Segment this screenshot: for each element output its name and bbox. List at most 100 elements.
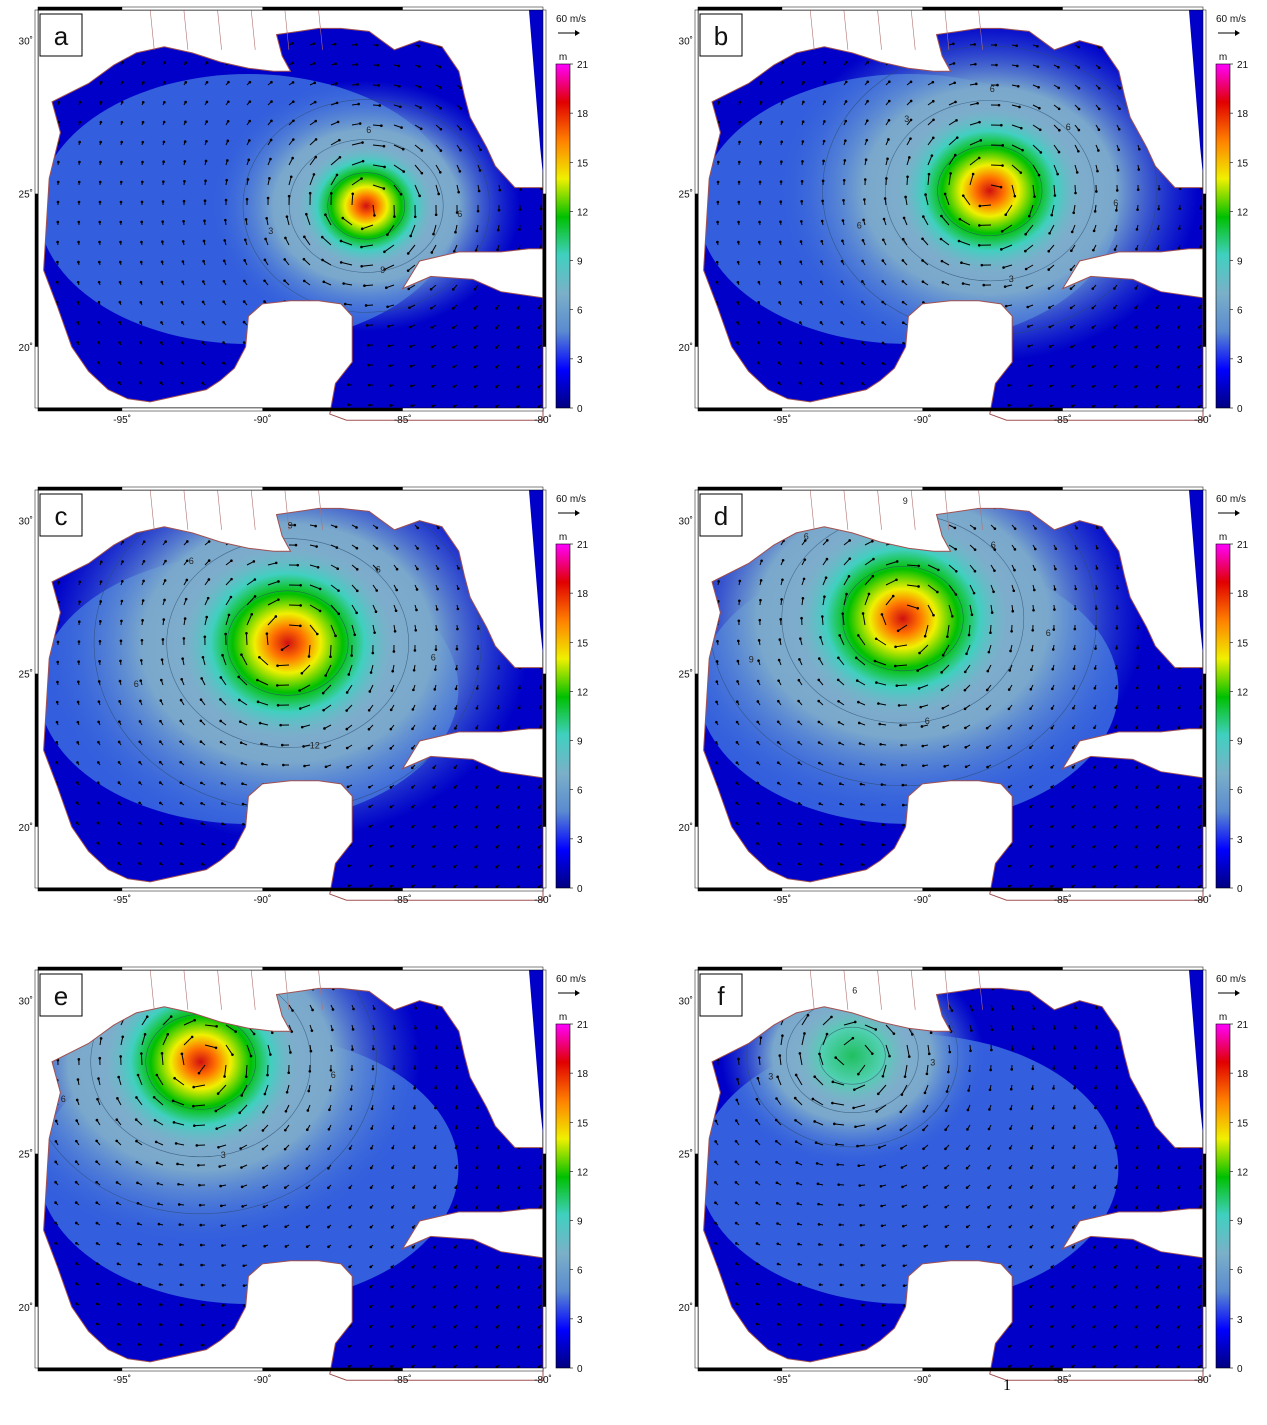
y-tick-label: 30˚ xyxy=(679,996,693,1008)
y-tick-label: 30˚ xyxy=(679,516,693,528)
colorbar-tick-label: 9 xyxy=(1237,257,1243,268)
vector-scale-label: 60 m/s xyxy=(1216,14,1246,25)
x-tick-label: -85˚ xyxy=(1054,894,1072,906)
colorbar xyxy=(556,64,570,408)
y-tick-label: 20˚ xyxy=(679,822,693,834)
colorbar xyxy=(1216,544,1230,888)
colorbar-tick-label: 3 xyxy=(1237,1315,1243,1326)
x-tick-label: -95˚ xyxy=(113,414,131,426)
colorbar-tick-label: 3 xyxy=(1237,355,1243,366)
y-tick-label: 20˚ xyxy=(679,1302,693,1314)
contour-label: 6 xyxy=(134,679,139,689)
y-tick-label: 25˚ xyxy=(19,189,33,201)
x-tick-label: -90˚ xyxy=(914,894,932,906)
y-tick-label: 30˚ xyxy=(679,36,693,48)
y-tick-label: 20˚ xyxy=(679,342,693,354)
colorbar-tick-label: 6 xyxy=(577,306,583,317)
colorbar-tick-label: 21 xyxy=(1237,1020,1249,1031)
colorbar-tick-label: 0 xyxy=(577,884,583,895)
x-tick-label: -95˚ xyxy=(773,894,791,906)
colorbar-unit: m xyxy=(559,1012,567,1023)
colorbar-tick-label: 9 xyxy=(577,1217,583,1228)
colorbar-tick-label: 15 xyxy=(577,1118,589,1129)
contour-label: 3 xyxy=(930,1057,935,1067)
x-tick-label: -85˚ xyxy=(1054,1374,1072,1386)
x-tick-label: -85˚ xyxy=(1054,414,1072,426)
colorbar-tick-label: 15 xyxy=(1237,638,1249,649)
colorbar-tick-label: 9 xyxy=(577,737,583,748)
x-tick-label: -85˚ xyxy=(394,414,412,426)
contour-label: 3 xyxy=(768,1072,773,1082)
contour-label: 6 xyxy=(331,1070,336,1080)
contour-label: 3 xyxy=(904,114,909,124)
colorbar-tick-label: 15 xyxy=(1237,1118,1249,1129)
x-tick-label: -85˚ xyxy=(394,1374,412,1386)
contour-label: 6 xyxy=(61,1094,66,1104)
colorbar-tick-label: 18 xyxy=(577,109,589,120)
colorbar-tick-label: 18 xyxy=(1237,109,1249,120)
colorbar-tick-label: 3 xyxy=(577,835,583,846)
colorbar-tick-label: 0 xyxy=(1237,884,1243,895)
colorbar-tick-label: 6 xyxy=(1237,306,1243,317)
panel-letter-a: a xyxy=(54,21,69,51)
panel-letter-e: e xyxy=(54,981,68,1011)
panel-e: e9663-95˚-90˚-85˚-80˚30˚25˚20˚60 m/sm211… xyxy=(0,960,633,1425)
colorbar-tick-label: 21 xyxy=(577,540,589,551)
colorbar-tick-label: 15 xyxy=(577,158,589,169)
vector-scale-label: 60 m/s xyxy=(556,14,586,25)
vector-scale-label: 60 m/s xyxy=(556,494,586,505)
colorbar-tick-label: 12 xyxy=(577,687,589,698)
panel-letter-d: d xyxy=(714,501,728,531)
contour-label: 6 xyxy=(1113,198,1118,208)
map-svg-e: e9663-95˚-90˚-85˚-80˚30˚25˚20˚60 m/sm211… xyxy=(0,960,633,1425)
y-tick-label: 20˚ xyxy=(19,1302,33,1314)
contour-label: 6 xyxy=(189,556,194,566)
colorbar-tick-label: 21 xyxy=(1237,60,1249,71)
colorbar-tick-label: 12 xyxy=(577,207,589,218)
colorbar-tick-label: 9 xyxy=(577,257,583,268)
colorbar-tick-label: 3 xyxy=(577,355,583,366)
vector-scale-label: 60 m/s xyxy=(1216,494,1246,505)
contour-label: 6 xyxy=(1066,122,1071,132)
colorbar-tick-label: 0 xyxy=(1237,1364,1243,1375)
y-tick-label: 20˚ xyxy=(19,342,33,354)
x-tick-label: -80˚ xyxy=(534,414,552,426)
x-tick-label: -90˚ xyxy=(914,1374,932,1386)
colorbar-tick-label: 21 xyxy=(577,1020,589,1031)
y-tick-label: 25˚ xyxy=(679,189,693,201)
y-tick-label: 30˚ xyxy=(19,36,33,48)
colorbar-tick-label: 18 xyxy=(577,1069,589,1080)
contour-label: 3 xyxy=(221,1150,226,1160)
colorbar-tick-label: 3 xyxy=(1237,835,1243,846)
y-tick-label: 25˚ xyxy=(679,1149,693,1161)
vector-scale-label: 60 m/s xyxy=(556,974,586,985)
colorbar-tick-label: 12 xyxy=(1237,207,1249,218)
colorbar-tick-label: 15 xyxy=(577,638,589,649)
colorbar-tick-label: 15 xyxy=(1237,158,1249,169)
colorbar-tick-label: 3 xyxy=(577,1315,583,1326)
x-tick-label: -95˚ xyxy=(773,414,791,426)
colorbar-tick-label: 21 xyxy=(1237,540,1249,551)
contour-label: 9 xyxy=(380,265,385,275)
contour-label: 3 xyxy=(1009,274,1014,284)
contour-label: 6 xyxy=(431,653,436,663)
contour-label: 9 xyxy=(903,496,908,506)
colorbar-tick-label: 9 xyxy=(1237,1217,1243,1228)
colorbar-tick-label: 6 xyxy=(577,1266,583,1277)
colorbar-tick-label: 18 xyxy=(577,589,589,600)
colorbar-tick-label: 0 xyxy=(577,1364,583,1375)
colorbar-unit: m xyxy=(559,52,567,63)
y-tick-label: 20˚ xyxy=(19,822,33,834)
colorbar-tick-label: 12 xyxy=(1237,1167,1249,1178)
x-tick-label: -95˚ xyxy=(773,1374,791,1386)
panel-letter-b: b xyxy=(714,21,728,51)
contour-label: 3 xyxy=(268,226,273,236)
